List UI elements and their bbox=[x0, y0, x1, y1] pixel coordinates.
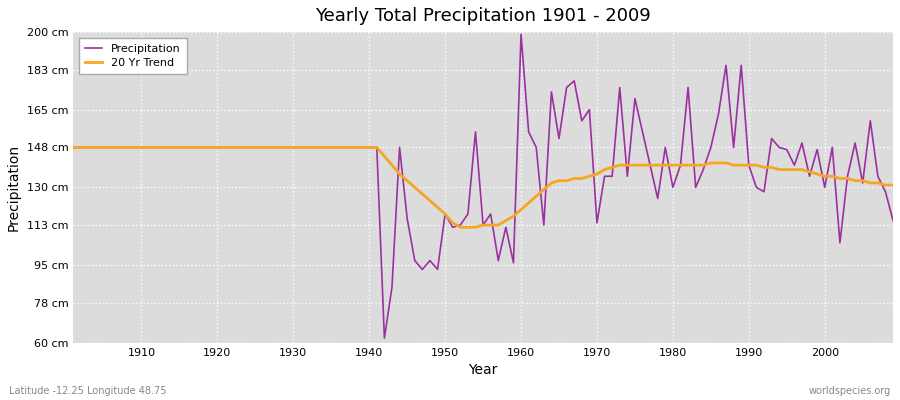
20 Yr Trend bbox=[615, 163, 626, 168]
20 Yr Trend bbox=[454, 225, 465, 230]
Y-axis label: Precipitation: Precipitation bbox=[7, 144, 21, 231]
20 Yr Trend bbox=[341, 145, 352, 150]
Precipitation bbox=[295, 145, 306, 150]
Title: Yearly Total Precipitation 1901 - 2009: Yearly Total Precipitation 1901 - 2009 bbox=[315, 7, 651, 25]
Text: Latitude -12.25 Longitude 48.75: Latitude -12.25 Longitude 48.75 bbox=[9, 386, 166, 396]
Precipitation bbox=[531, 145, 542, 150]
X-axis label: Year: Year bbox=[468, 363, 498, 377]
Precipitation bbox=[379, 336, 390, 341]
Legend: Precipitation, 20 Yr Trend: Precipitation, 20 Yr Trend bbox=[78, 38, 187, 74]
Precipitation bbox=[516, 32, 526, 37]
Precipitation bbox=[523, 130, 534, 134]
20 Yr Trend bbox=[295, 145, 306, 150]
20 Yr Trend bbox=[887, 183, 898, 188]
Precipitation bbox=[341, 145, 352, 150]
Precipitation bbox=[129, 145, 140, 150]
Precipitation bbox=[887, 218, 898, 223]
20 Yr Trend bbox=[516, 207, 526, 212]
20 Yr Trend bbox=[129, 145, 140, 150]
20 Yr Trend bbox=[523, 200, 534, 205]
Line: Precipitation: Precipitation bbox=[73, 34, 893, 338]
Line: 20 Yr Trend: 20 Yr Trend bbox=[73, 148, 893, 227]
Text: worldspecies.org: worldspecies.org bbox=[809, 386, 891, 396]
Precipitation bbox=[622, 174, 633, 179]
Precipitation bbox=[68, 145, 78, 150]
20 Yr Trend bbox=[68, 145, 78, 150]
